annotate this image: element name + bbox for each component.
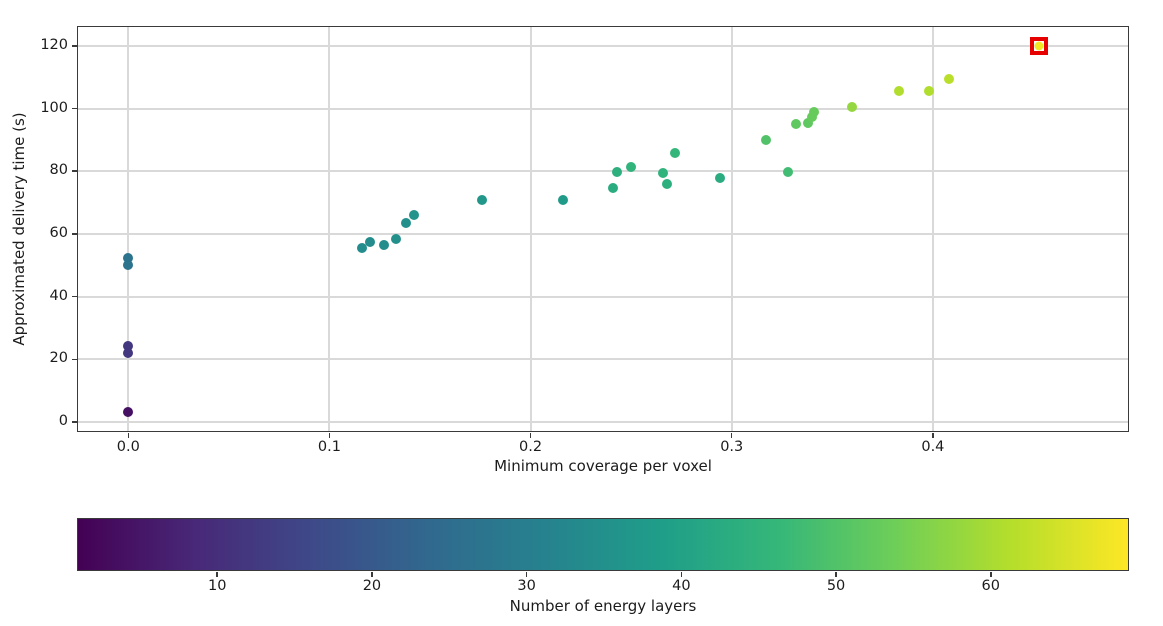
- scatter-point: [783, 167, 794, 178]
- y-tick-label: 40: [49, 287, 68, 304]
- y-gridline: [78, 44, 1128, 47]
- colorbar-tick-mark: [371, 572, 373, 577]
- colorbar-tick-mark: [990, 572, 992, 577]
- colorbar-tick-mark: [525, 572, 528, 577]
- scatter-point: [847, 101, 858, 112]
- scatter-point: [477, 195, 488, 206]
- scatter-point: [390, 233, 401, 244]
- colorbar-tick-mark: [216, 572, 218, 577]
- scatter-point: [626, 161, 637, 172]
- y-gridline: [78, 358, 1128, 361]
- colorbar-tick-label: 60: [981, 578, 1000, 594]
- scatter-point: [123, 253, 134, 264]
- scatter-point: [662, 179, 673, 190]
- y-tick-mark: [71, 421, 77, 423]
- colorbar-tick-label: 40: [672, 578, 691, 594]
- x-gridline: [730, 27, 733, 431]
- y-tick-mark: [71, 170, 77, 172]
- x-gridline: [529, 27, 532, 431]
- colorbar-tick-label: 10: [208, 578, 227, 594]
- y-gridline: [78, 107, 1128, 110]
- x-tick-mark: [932, 433, 934, 438]
- x-tick-label: 0.3: [720, 439, 744, 455]
- scatter-point: [557, 195, 568, 206]
- scatter-point: [123, 348, 134, 359]
- x-tick-label: 0.4: [921, 439, 945, 455]
- x-tick-label: 0.1: [317, 439, 341, 455]
- x-tick-mark: [328, 433, 331, 438]
- colorbar-gradient: 10 20 30 40 50 60: [77, 518, 1129, 594]
- colorbar-tick-label: 20: [362, 578, 382, 594]
- scatter-point: [791, 118, 802, 129]
- y-tick-mark: [71, 233, 77, 235]
- scatter-point: [408, 210, 419, 221]
- scatter-point: [943, 73, 954, 84]
- y-tick-mark: [71, 45, 77, 47]
- colorbar-tick-label: 30: [517, 578, 536, 594]
- scatter-point: [658, 168, 669, 179]
- scatter-point: [612, 167, 623, 178]
- y-gridline: [78, 170, 1128, 173]
- scatter-point: [809, 106, 820, 117]
- scatter-point: [714, 173, 725, 184]
- y-tick-label: 0: [58, 413, 68, 430]
- plot-area: 0.0 0.1 0.2 0.3 0.4 0 20 40 60 80 100 120: [40, 26, 1129, 455]
- y-tick-label: 100: [40, 99, 68, 116]
- y-tick-label: 60: [49, 224, 68, 241]
- x-axis-label: Minimum coverage per voxel: [494, 457, 712, 475]
- scatter-point: [803, 117, 814, 128]
- scatter-point: [123, 406, 134, 417]
- scatter-point: [378, 239, 389, 250]
- x-gridline: [328, 27, 331, 431]
- x-gridline: [931, 27, 934, 431]
- x-tick-label: 0.0: [116, 439, 140, 455]
- y-tick-mark: [71, 107, 77, 110]
- y-tick-mark: [71, 358, 77, 361]
- y-tick-label: 120: [40, 36, 68, 53]
- scatter-point: [364, 237, 375, 248]
- scatter-point: [400, 217, 411, 228]
- x-gridline: [127, 27, 130, 431]
- highlighted-point-dot: [1034, 41, 1044, 51]
- colorbar-tick-mark: [680, 572, 683, 577]
- scatter-point: [356, 243, 367, 254]
- highlighted-point-square-marker: [1030, 36, 1049, 55]
- y-tick-label: 20: [49, 350, 68, 367]
- x-tick-mark: [730, 433, 733, 438]
- colorbar-label: Number of energy layers: [509, 597, 697, 615]
- y-gridline: [78, 295, 1128, 298]
- colorbar-tick-label: 50: [826, 578, 846, 594]
- scatter-point: [123, 340, 134, 351]
- scatter-point: [670, 148, 681, 159]
- scatter-point: [893, 85, 904, 96]
- y-gridline: [78, 232, 1128, 235]
- y-tick-label: 80: [49, 162, 68, 179]
- colorbar-tick-mark: [835, 572, 837, 577]
- x-tick-mark: [127, 433, 130, 438]
- y-gridline: [78, 421, 1128, 424]
- y-tick-mark: [71, 295, 77, 298]
- x-tick-mark: [529, 433, 532, 438]
- scatter-point: [923, 85, 934, 96]
- scatter-point: [760, 134, 771, 145]
- scatter-point: [123, 259, 134, 270]
- x-tick-label: 0.2: [519, 439, 543, 455]
- scatter-point: [608, 183, 619, 194]
- scatter-point: [807, 111, 818, 122]
